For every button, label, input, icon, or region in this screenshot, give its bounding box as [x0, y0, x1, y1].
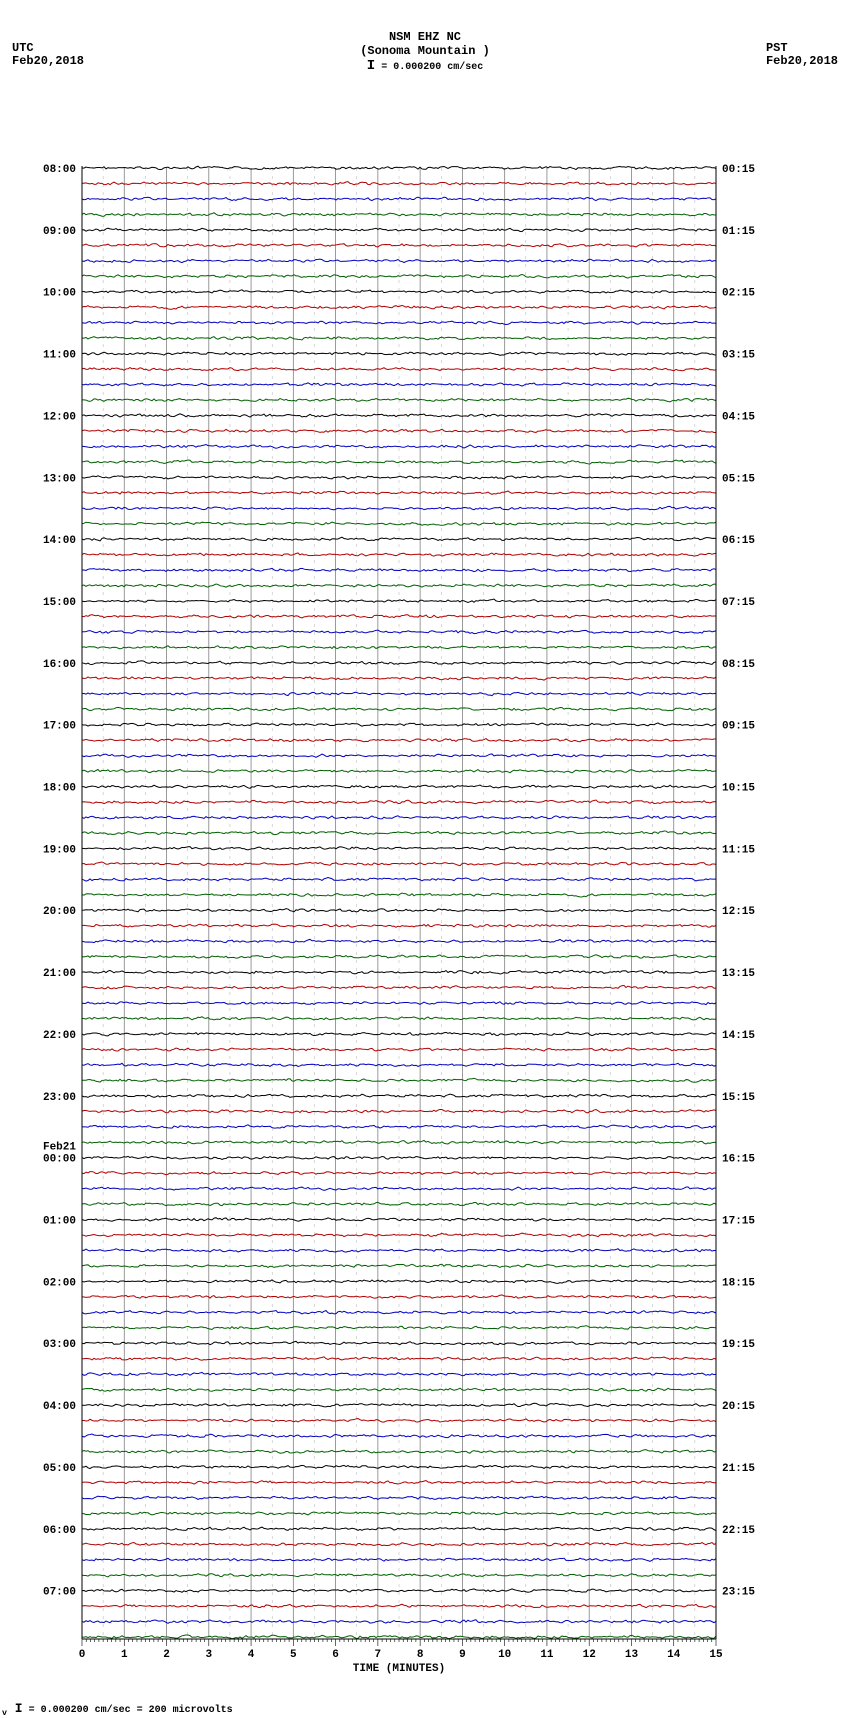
svg-text:18:15: 18:15 — [722, 1277, 755, 1289]
svg-text:22:15: 22:15 — [722, 1525, 755, 1537]
svg-text:12:15: 12:15 — [722, 906, 755, 918]
svg-text:03:00: 03:00 — [43, 1339, 76, 1351]
svg-text:20:15: 20:15 — [722, 1401, 755, 1413]
svg-text:10: 10 — [498, 1649, 511, 1661]
svg-text:12: 12 — [583, 1649, 596, 1661]
svg-text:05:15: 05:15 — [722, 473, 755, 485]
svg-text:7: 7 — [375, 1649, 382, 1661]
svg-text:10:15: 10:15 — [722, 783, 755, 795]
svg-text:6: 6 — [332, 1649, 339, 1661]
svg-text:15:00: 15:00 — [43, 597, 76, 609]
svg-text:5: 5 — [290, 1649, 297, 1661]
svg-text:9: 9 — [459, 1649, 466, 1661]
svg-text:10:00: 10:00 — [43, 288, 76, 300]
svg-text:21:00: 21:00 — [43, 968, 76, 980]
svg-text:16:15: 16:15 — [722, 1154, 755, 1166]
svg-text:06:00: 06:00 — [43, 1525, 76, 1537]
svg-text:09:00: 09:00 — [43, 226, 76, 238]
svg-text:04:00: 04:00 — [43, 1401, 76, 1413]
svg-text:23:15: 23:15 — [722, 1587, 755, 1599]
station-location: (Sonoma Mountain ) — [0, 44, 850, 58]
svg-text:1: 1 — [121, 1649, 128, 1661]
svg-text:TIME (MINUTES): TIME (MINUTES) — [353, 1663, 445, 1675]
utc-label: UTC — [12, 41, 34, 55]
svg-text:Feb21: Feb21 — [43, 1142, 76, 1154]
svg-text:11:15: 11:15 — [722, 844, 755, 856]
svg-text:07:15: 07:15 — [722, 597, 755, 609]
footer-scale-note: v I = 0.000200 cm/sec = 200 microvolts — [0, 1687, 850, 1718]
svg-text:20:00: 20:00 — [43, 906, 76, 918]
svg-text:23:00: 23:00 — [43, 1092, 76, 1104]
utc-block: UTC Feb20,2018 — [12, 42, 84, 68]
station-line: NSM EHZ NC — [0, 30, 850, 44]
svg-text:3: 3 — [205, 1649, 212, 1661]
svg-text:13: 13 — [625, 1649, 639, 1661]
svg-text:2: 2 — [163, 1649, 170, 1661]
scale-indicator: I = 0.000200 cm/sec — [0, 58, 850, 74]
svg-text:18:00: 18:00 — [43, 783, 76, 795]
pst-label: PST — [766, 41, 788, 55]
svg-text:22:00: 22:00 — [43, 1030, 76, 1042]
svg-text:13:00: 13:00 — [43, 473, 76, 485]
svg-text:11:00: 11:00 — [43, 350, 76, 362]
svg-text:00:15: 00:15 — [722, 164, 755, 176]
svg-text:02:15: 02:15 — [722, 288, 755, 300]
svg-text:06:15: 06:15 — [722, 535, 755, 547]
svg-text:00:00: 00:00 — [43, 1154, 76, 1166]
svg-text:11: 11 — [540, 1649, 554, 1661]
svg-text:13:15: 13:15 — [722, 968, 755, 980]
scale-text: = 0.000200 cm/sec — [375, 62, 483, 73]
svg-text:15: 15 — [709, 1649, 723, 1661]
svg-text:14: 14 — [667, 1649, 681, 1661]
svg-text:01:00: 01:00 — [43, 1215, 76, 1227]
svg-text:07:00: 07:00 — [43, 1587, 76, 1599]
svg-text:8: 8 — [417, 1649, 424, 1661]
seismogram-svg: 08:00 00:15 09:00 01:15 10:00 02:15 11:00 03:15… — [0, 80, 850, 1687]
svg-text:19:15: 19:15 — [722, 1339, 755, 1351]
svg-text:19:00: 19:00 — [43, 844, 76, 856]
svg-text:03:15: 03:15 — [722, 350, 755, 362]
svg-text:09:15: 09:15 — [722, 721, 755, 733]
footer-text: = 0.000200 cm/sec = 200 microvolts — [23, 1705, 233, 1716]
utc-date: Feb20,2018 — [12, 54, 84, 68]
svg-text:08:15: 08:15 — [722, 659, 755, 671]
seismogram-chart: 08:00 00:15 09:00 01:15 10:00 02:15 11:00 03:15… — [0, 80, 850, 1687]
svg-text:05:00: 05:00 — [43, 1463, 76, 1475]
pst-date: Feb20,2018 — [766, 54, 838, 68]
svg-text:01:15: 01:15 — [722, 226, 755, 238]
svg-text:15:15: 15:15 — [722, 1092, 755, 1104]
svg-text:08:00: 08:00 — [43, 164, 76, 176]
svg-text:14:15: 14:15 — [722, 1030, 755, 1042]
svg-text:4: 4 — [248, 1649, 255, 1661]
svg-text:17:00: 17:00 — [43, 721, 76, 733]
svg-text:12:00: 12:00 — [43, 411, 76, 423]
svg-text:04:15: 04:15 — [722, 411, 755, 423]
svg-text:17:15: 17:15 — [722, 1215, 755, 1227]
svg-text:16:00: 16:00 — [43, 659, 76, 671]
svg-text:21:15: 21:15 — [722, 1463, 755, 1475]
pst-block: PST Feb20,2018 — [766, 42, 838, 68]
svg-text:02:00: 02:00 — [43, 1277, 76, 1289]
svg-text:0: 0 — [79, 1649, 86, 1661]
chart-header: UTC Feb20,2018 NSM EHZ NC (Sonoma Mounta… — [0, 0, 850, 80]
svg-text:14:00: 14:00 — [43, 535, 76, 547]
